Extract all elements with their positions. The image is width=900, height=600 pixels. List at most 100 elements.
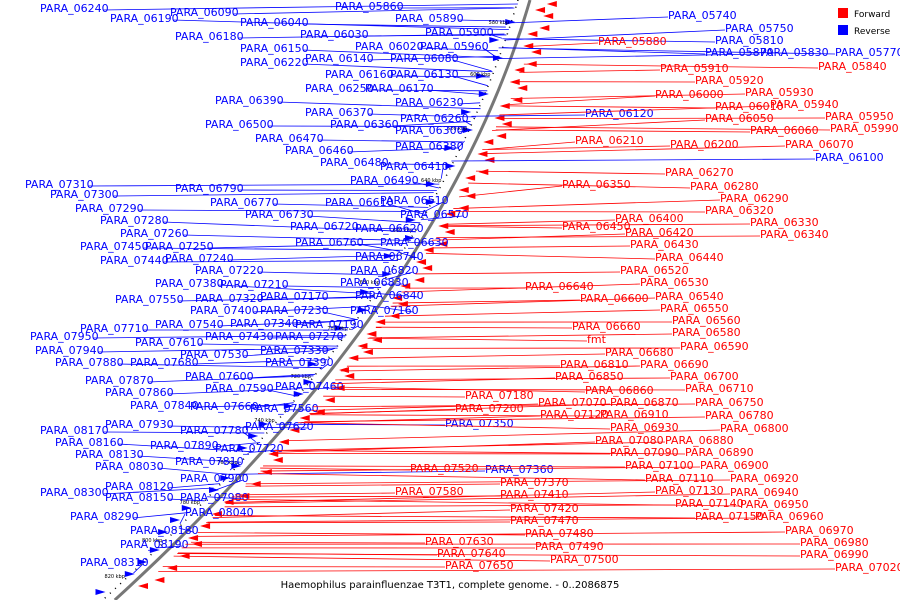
gene-label[interactable]: PARA_06480 xyxy=(320,156,389,169)
gene-label[interactable]: PARA_06520 xyxy=(620,264,689,277)
gene-label[interactable]: PARA_06590 xyxy=(680,340,749,353)
gene-label[interactable]: PARA_07980 xyxy=(180,491,249,504)
gene-label[interactable]: PARA_07420 xyxy=(510,502,579,515)
gene-label[interactable]: PARA_06920 xyxy=(730,472,799,485)
gene-label[interactable]: PARA_07660 xyxy=(190,400,259,413)
gene-label[interactable]: PARA_07130 xyxy=(655,484,724,497)
gene-label[interactable]: PARA_06960 xyxy=(755,510,824,523)
gene-label[interactable]: PARA_05860 xyxy=(335,0,404,13)
gene-label[interactable]: PARA_06580 xyxy=(672,326,741,339)
gene-label[interactable]: PARA_06100 xyxy=(815,151,884,164)
gene-label[interactable]: PARA_07370 xyxy=(500,476,569,489)
gene-label[interactable]: PARA_06430 xyxy=(630,238,699,251)
gene-label[interactable]: PARA_06930 xyxy=(610,421,679,434)
gene-label[interactable]: PARA_07640 xyxy=(437,547,506,560)
gene-label[interactable]: PARA_07560 xyxy=(250,402,319,415)
gene-label[interactable]: PARA_05950 xyxy=(825,110,894,123)
gene-label[interactable]: PARA_06940 xyxy=(730,486,799,499)
gene-label[interactable]: PARA_06410 xyxy=(380,160,449,173)
gene-label[interactable]: PARA_07720 xyxy=(215,442,284,455)
gene-label[interactable]: PARA_05990 xyxy=(830,122,899,135)
gene-label[interactable]: PARA_07880 xyxy=(55,356,124,369)
gene-label[interactable]: PARA_06830 xyxy=(340,276,409,289)
gene-label[interactable]: PARA_06980 xyxy=(800,536,869,549)
gene-label[interactable]: PARA_05880 xyxy=(598,35,667,48)
gene-label[interactable]: PARA_07530 xyxy=(180,348,249,361)
gene-label[interactable]: PARA_07940 xyxy=(35,344,104,357)
gene-label[interactable]: PARA_07590 xyxy=(205,382,274,395)
gene-label[interactable]: PARA_06470 xyxy=(255,132,324,145)
gene-label[interactable]: PARA_05750 xyxy=(725,22,794,35)
gene-label[interactable]: PARA_08180 xyxy=(130,524,199,537)
gene-label[interactable]: PARA_06290 xyxy=(720,192,789,205)
gene-label[interactable]: PARA_07520 xyxy=(410,462,479,475)
gene-label[interactable]: PARA_06620 xyxy=(355,222,424,235)
gene-label[interactable]: PARA_07340 xyxy=(230,317,299,330)
gene-label[interactable]: PARA_06270 xyxy=(665,166,734,179)
gene-label[interactable]: PARA_06090 xyxy=(170,6,239,19)
gene-label[interactable]: PARA_07500 xyxy=(550,553,619,566)
gene-label[interactable]: PARA_06840 xyxy=(355,289,424,302)
gene-label[interactable]: PARA_06070 xyxy=(785,138,854,151)
gene-label[interactable]: PARA_08190 xyxy=(120,538,189,551)
gene-label[interactable]: PARA_07240 xyxy=(165,252,234,265)
gene-label[interactable]: PARA_06390 xyxy=(215,94,284,107)
gene-label[interactable]: PARA_06350 xyxy=(562,178,631,191)
gene-label[interactable]: PARA_05810 xyxy=(715,34,784,47)
gene-label[interactable]: PARA_06260 xyxy=(400,112,469,125)
gene-label[interactable]: PARA_06420 xyxy=(625,226,694,239)
gene-label[interactable]: PARA_07180 xyxy=(465,389,534,402)
gene-label[interactable]: PARA_06190 xyxy=(110,12,179,25)
gene-label[interactable]: PARA_08170 xyxy=(40,424,109,437)
gene-label[interactable]: PARA_06700 xyxy=(670,370,739,383)
gene-label[interactable]: PARA_06460 xyxy=(285,144,354,157)
gene-label[interactable]: PARA_08150 xyxy=(105,491,174,504)
gene-label[interactable]: PARA_07230 xyxy=(260,304,329,317)
gene-label[interactable]: PARA_06170 xyxy=(365,82,434,95)
gene-label[interactable]: PARA_07250 xyxy=(145,240,214,253)
gene-label[interactable]: PARA_05830 xyxy=(760,46,829,59)
gene-label[interactable]: PARA_06800 xyxy=(720,422,789,435)
gene-label[interactable]: PARA_06530 xyxy=(640,276,709,289)
gene-label[interactable]: PARA_07120 xyxy=(540,408,609,421)
gene-label[interactable]: PARA_06720 xyxy=(290,220,359,233)
gene-label[interactable]: PARA_06870 xyxy=(610,396,679,409)
gene-label[interactable]: PARA_05870 xyxy=(705,46,774,59)
gene-label[interactable]: PARA_06030 xyxy=(300,28,369,41)
gene-label[interactable]: PARA_06610 xyxy=(325,196,394,209)
gene-label[interactable]: PARA_07090 xyxy=(610,446,679,459)
gene-label[interactable]: PARA_06680 xyxy=(605,346,674,359)
gene-label[interactable]: PARA_07160 xyxy=(350,304,419,317)
gene-label[interactable]: PARA_07550 xyxy=(115,293,184,306)
gene-label[interactable]: PARA_07710 xyxy=(80,322,149,335)
gene-label[interactable]: PARA_06950 xyxy=(740,498,809,511)
gene-label[interactable]: PARA_06160 xyxy=(325,68,394,81)
gene-label[interactable]: PARA_05900 xyxy=(425,26,494,39)
gene-label[interactable]: PARA_07650 xyxy=(445,559,514,572)
gene-label[interactable]: PARA_05960 xyxy=(420,40,489,53)
gene-label[interactable]: PARA_06860 xyxy=(585,384,654,397)
gene-label[interactable]: PARA_06440 xyxy=(655,251,724,264)
gene-label[interactable]: PARA_06750 xyxy=(695,396,764,409)
gene-label[interactable]: PARA_07330 xyxy=(260,344,329,357)
gene-label[interactable]: PARA_05910 xyxy=(660,62,729,75)
gene-label[interactable]: PARA_07020 xyxy=(835,561,900,574)
gene-label[interactable]: PARA_07310 xyxy=(25,178,94,191)
gene-label[interactable]: PARA_07190 xyxy=(295,318,364,331)
gene-label[interactable]: PARA_05840 xyxy=(818,60,887,73)
gene-label[interactable]: PARA_06510 xyxy=(380,194,449,207)
gene-label[interactable]: PARA_07680 xyxy=(130,356,199,369)
gene-label[interactable]: PARA_06730 xyxy=(245,208,314,221)
gene-label[interactable]: PARA_07440 xyxy=(100,254,169,267)
gene-label[interactable]: PARA_06600 xyxy=(580,292,649,305)
gene-label[interactable]: PARA_06550 xyxy=(660,302,729,315)
gene-label[interactable]: PARA_06210 xyxy=(575,134,644,147)
gene-label[interactable]: PARA_06370 xyxy=(305,106,374,119)
gene-label[interactable]: PARA_07100 xyxy=(625,459,694,472)
gene-label[interactable]: PARA_06490 xyxy=(350,174,419,187)
gene-label[interactable]: PARA_07890 xyxy=(150,439,219,452)
gene-label[interactable]: PARA_08160 xyxy=(55,436,124,449)
gene-label[interactable]: PARA_07140 xyxy=(675,497,744,510)
gene-label[interactable]: PARA_06570 xyxy=(400,208,469,221)
gene-label[interactable]: PARA_07860 xyxy=(105,386,174,399)
